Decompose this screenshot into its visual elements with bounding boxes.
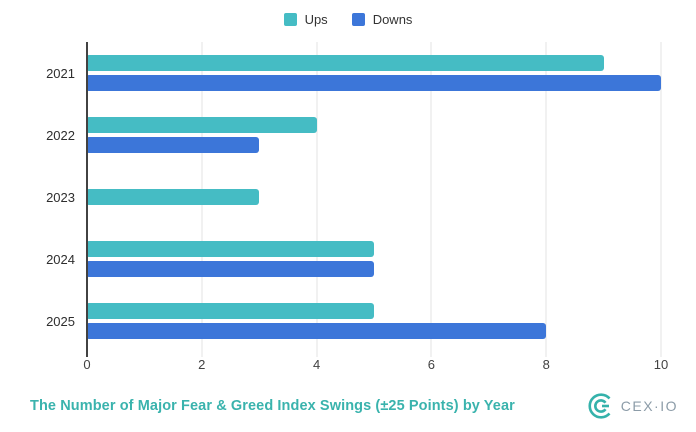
- legend-swatch-downs: [351, 12, 365, 26]
- y-category-label: 2025: [46, 313, 75, 329]
- cexio-logo: CEX·IO: [588, 393, 678, 419]
- bar-ups-2025[interactable]: [87, 303, 374, 319]
- gridline-8: [545, 42, 547, 357]
- legend-item-downs[interactable]: Downs: [351, 11, 413, 27]
- legend-label: Downs: [372, 11, 413, 27]
- y-axis-labels: 2021 2022 2023 2024 2025: [0, 42, 75, 352]
- bar-ups-2021[interactable]: [87, 55, 604, 71]
- bar-group-2024: [87, 228, 661, 290]
- bar-downs-2022[interactable]: [87, 137, 260, 153]
- x-axis-labels: 0 2 4 6 8 10: [83, 357, 668, 375]
- bar-group-2025: [87, 290, 661, 352]
- legend-item-ups[interactable]: Ups: [283, 11, 328, 27]
- legend: Ups Downs: [0, 9, 696, 29]
- gridline-6: [430, 42, 432, 357]
- x-tick-label: 0: [83, 357, 91, 372]
- bar-group-2022: [87, 104, 661, 166]
- bar-ups-2024[interactable]: [87, 241, 374, 257]
- y-category-label: 2024: [46, 251, 75, 267]
- x-tick-label: 6: [427, 357, 436, 372]
- x-tick-label: 8: [542, 357, 550, 372]
- plot-area: [86, 42, 662, 357]
- gridline-4: [316, 42, 318, 357]
- bar-ups-2022[interactable]: [87, 117, 317, 133]
- bar-downs-2025[interactable]: [87, 323, 547, 339]
- chart-title: The Number of Major Fear & Greed Index S…: [30, 398, 515, 414]
- bar-ups-2023[interactable]: [87, 189, 260, 205]
- bar-chart: 2021 2022 2023 2024 2025 0 2 4 6 8 10: [0, 42, 668, 375]
- y-category-label: 2022: [46, 127, 75, 143]
- bar-downs-2021[interactable]: [87, 75, 661, 91]
- x-tick-label: 4: [312, 357, 321, 372]
- legend-swatch-ups: [283, 12, 297, 26]
- y-category-label: 2023: [46, 189, 75, 205]
- cexio-logo-text: CEX·IO: [620, 398, 678, 414]
- x-tick-label: 10: [653, 357, 669, 372]
- gridline-10: [660, 42, 662, 357]
- x-tick-label: 2: [198, 357, 206, 372]
- legend-label: Ups: [304, 11, 328, 27]
- bar-downs-2024[interactable]: [87, 261, 374, 277]
- y-axis-line: [86, 42, 88, 357]
- footer: The Number of Major Fear & Greed Index S…: [0, 380, 696, 432]
- bar-group-2023: [87, 166, 661, 228]
- cexio-logo-icon: [588, 393, 614, 419]
- y-category-label: 2021: [46, 65, 75, 81]
- bar-group-2021: [87, 42, 661, 104]
